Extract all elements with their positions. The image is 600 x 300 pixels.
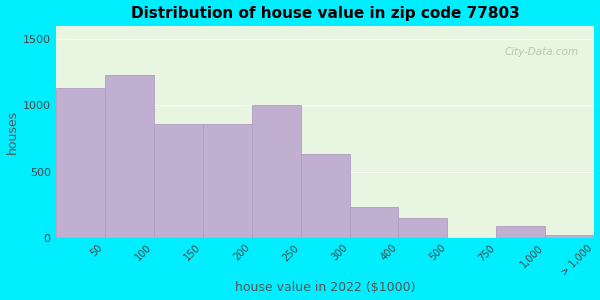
Bar (154, 124, 203, 238)
X-axis label: house value in 2022 ($1000): house value in 2022 ($1000) (235, 281, 415, 294)
Bar (251, 105, 301, 238)
Y-axis label: houses: houses (5, 110, 19, 154)
Bar (203, 124, 251, 238)
Bar (104, 75, 154, 238)
Bar (56, 88, 104, 238)
Bar (350, 207, 398, 238)
Bar (301, 154, 350, 238)
Title: Distribution of house value in zip code 77803: Distribution of house value in zip code … (131, 6, 520, 21)
Bar (398, 218, 448, 238)
Text: City-Data.com: City-Data.com (504, 47, 578, 57)
Bar (545, 235, 595, 238)
Bar (496, 226, 545, 238)
